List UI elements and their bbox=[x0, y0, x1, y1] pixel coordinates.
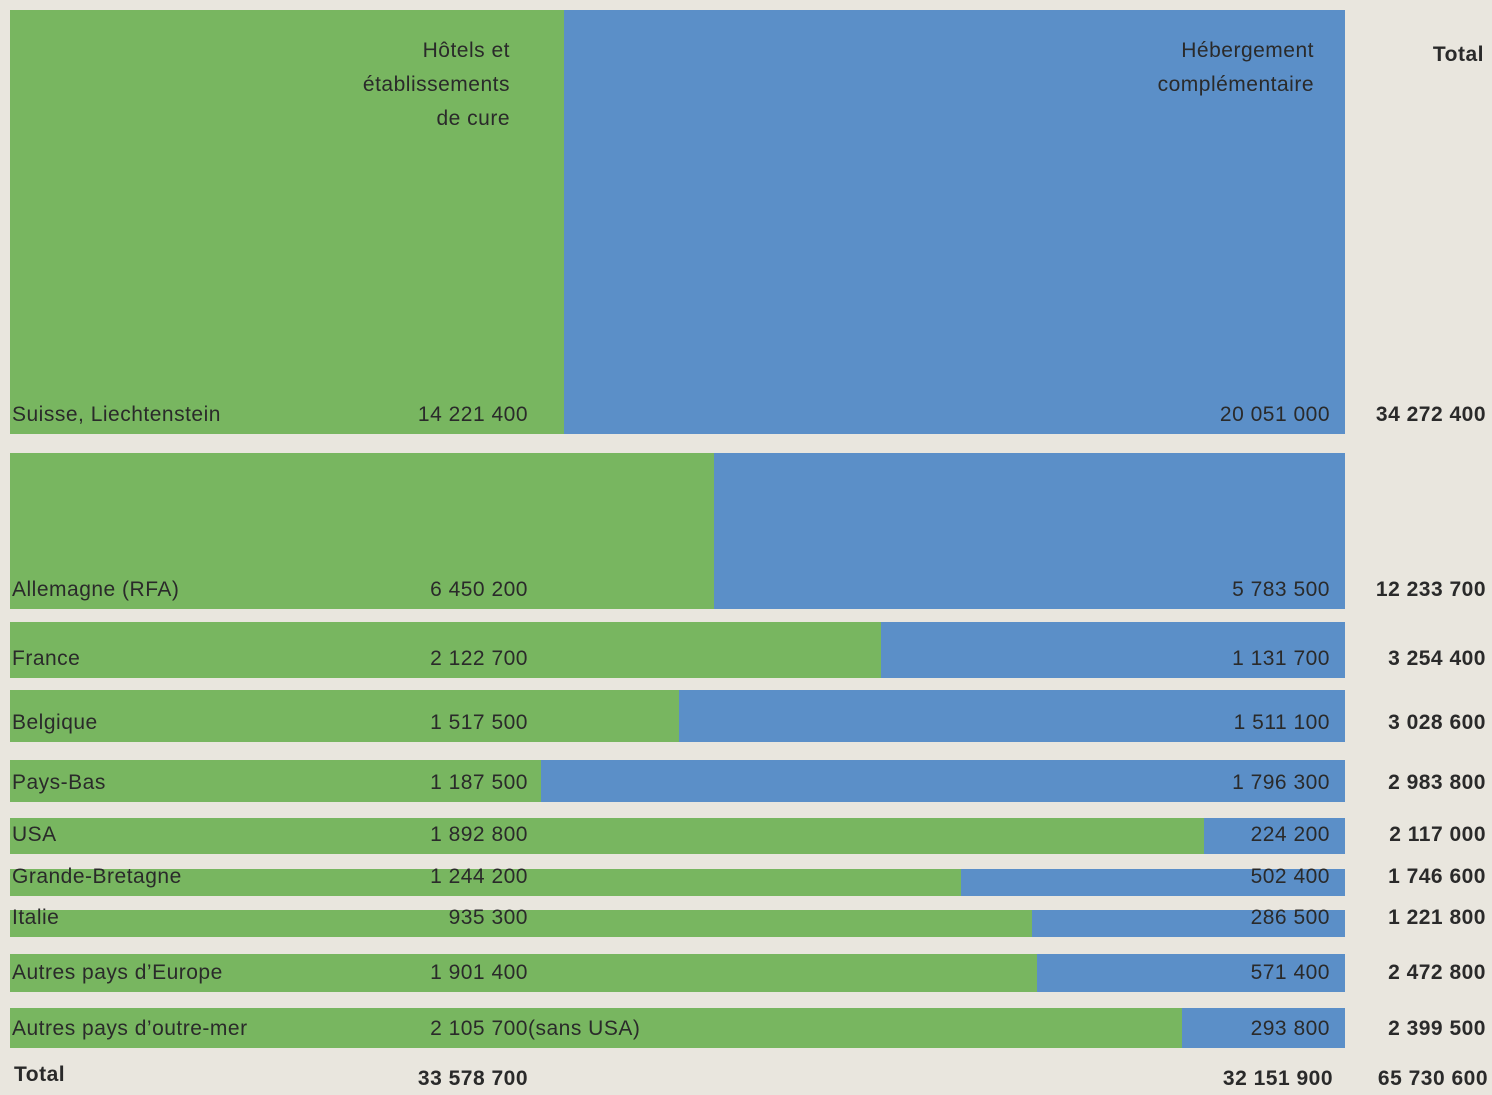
bar-row bbox=[10, 10, 1345, 434]
bar-row bbox=[10, 954, 1345, 992]
total-value-label: 2 472 800 bbox=[1388, 961, 1486, 984]
country-label: Belgique bbox=[12, 711, 98, 734]
bar-row bbox=[10, 869, 1345, 896]
bar-segment-complementaire bbox=[881, 622, 1345, 678]
hotels-value-label: 1 901 400 bbox=[430, 961, 528, 984]
bar-segment-complementaire bbox=[1037, 954, 1345, 992]
hotels-value-label: 2 122 700 bbox=[430, 647, 528, 670]
bar-row bbox=[10, 760, 1345, 802]
bar-row bbox=[10, 622, 1345, 678]
complementaire-value-label: 20 051 000 bbox=[1219, 403, 1330, 426]
bar-segment-complementaire bbox=[714, 453, 1345, 609]
header-total: Total bbox=[1432, 43, 1484, 66]
country-label: Suisse, Liechtenstein bbox=[12, 403, 221, 426]
complementaire-value-label: 502 400 bbox=[1250, 865, 1330, 888]
bar-segment-hotels bbox=[10, 818, 1204, 854]
total-value-label: 2 399 500 bbox=[1388, 1017, 1486, 1040]
country-label: USA bbox=[12, 823, 57, 846]
bar-segment-complementaire bbox=[679, 690, 1345, 742]
total-value-label: 12 233 700 bbox=[1375, 578, 1486, 601]
hotels-value-label: 1 244 200 bbox=[430, 865, 528, 888]
total-value-label: 1 221 800 bbox=[1388, 906, 1486, 929]
country-label: Autres pays d’outre-mer bbox=[12, 1017, 248, 1040]
bar-segment-hotels bbox=[10, 1008, 1182, 1048]
complementaire-value-label: 1 131 700 bbox=[1232, 647, 1330, 670]
bar-row bbox=[10, 690, 1345, 742]
bar-row bbox=[10, 1008, 1345, 1048]
hotels-value-label: 1 517 500 bbox=[430, 711, 528, 734]
complementaire-value-label: 293 800 bbox=[1250, 1017, 1330, 1040]
complementaire-value-label: 1 796 300 bbox=[1232, 771, 1330, 794]
total-value-label: 3 254 400 bbox=[1388, 647, 1486, 670]
hotels-value-label: 1 187 500 bbox=[430, 771, 528, 794]
bar-segment-hotels bbox=[10, 10, 564, 434]
bar-segment-complementaire bbox=[1032, 910, 1345, 937]
total-value-label: 3 028 600 bbox=[1388, 711, 1486, 734]
total-value-label: 34 272 400 bbox=[1375, 403, 1486, 426]
bar-segment-hotels bbox=[10, 690, 679, 742]
hotels-value-label: 2 105 700 bbox=[430, 1017, 528, 1040]
country-label: Italie bbox=[12, 906, 60, 929]
country-label: Grande-Bretagne bbox=[12, 865, 182, 888]
country-label: Allemagne (RFA) bbox=[12, 578, 180, 601]
totals-hotels: 33 578 700 bbox=[417, 1067, 528, 1090]
bar-segment-hotels bbox=[10, 760, 541, 802]
country-label: Pays-Bas bbox=[12, 771, 106, 794]
bar-row bbox=[10, 818, 1345, 854]
bar-segment-complementaire bbox=[1204, 818, 1345, 854]
complementaire-value-label: 286 500 bbox=[1250, 906, 1330, 929]
total-value-label: 1 746 600 bbox=[1388, 865, 1486, 888]
bar-segment-hotels bbox=[10, 453, 714, 609]
complementaire-value-label: 1 511 100 bbox=[1233, 711, 1330, 734]
header-hotels: Hôtels et établissements de cure bbox=[362, 39, 510, 130]
bar-segment-complementaire bbox=[541, 760, 1345, 802]
bar-row bbox=[10, 910, 1345, 937]
complementaire-value-label: 224 200 bbox=[1250, 823, 1330, 846]
bar-segment-complementaire bbox=[961, 869, 1345, 896]
country-label: France bbox=[12, 647, 81, 670]
country-label: Autres pays d’Europe bbox=[12, 961, 223, 984]
bar-segment-hotels bbox=[10, 869, 961, 896]
hotels-value-label: 1 892 800 bbox=[430, 823, 528, 846]
total-value-label: 2 983 800 bbox=[1388, 771, 1486, 794]
totals-label: Total bbox=[14, 1063, 66, 1086]
header-complementaire: Hébergement complémentaire bbox=[1157, 39, 1314, 96]
total-value-label: 2 117 000 bbox=[1389, 823, 1486, 846]
bar-segment-hotels bbox=[10, 622, 881, 678]
hotels-value-label: 6 450 200 bbox=[430, 578, 528, 601]
bar-segment-hotels bbox=[10, 910, 1032, 937]
totals-complementaire: 32 151 900 bbox=[1222, 1067, 1333, 1090]
bar-segment-complementaire bbox=[1182, 1008, 1345, 1048]
note-label: (sans USA) bbox=[528, 1017, 641, 1040]
bar-segment-hotels bbox=[10, 954, 1037, 992]
bar-segment-complementaire bbox=[564, 10, 1345, 434]
totals-grand-total: 65 730 600 bbox=[1377, 1067, 1488, 1090]
bar-row bbox=[10, 453, 1345, 609]
complementaire-value-label: 571 400 bbox=[1250, 961, 1330, 984]
hotels-value-label: 935 300 bbox=[448, 906, 528, 929]
hotels-value-label: 14 221 400 bbox=[417, 403, 528, 426]
complementaire-value-label: 5 783 500 bbox=[1232, 578, 1330, 601]
